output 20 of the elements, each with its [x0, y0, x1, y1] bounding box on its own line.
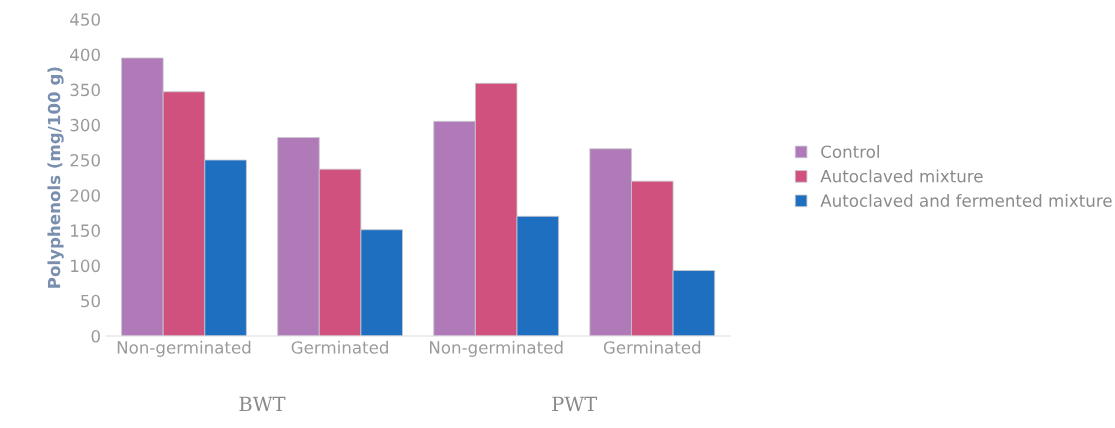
y-tick-label: 300: [70, 118, 100, 132]
legend-label: Autoclaved and fermented mixture: [820, 194, 1112, 207]
text: BWT: [239, 396, 286, 411]
y-tick-label: 250: [70, 153, 100, 167]
y-tick-label: 350: [70, 83, 100, 97]
legend-label: Control: [821, 145, 879, 158]
y-tick-label: 200: [70, 189, 100, 202]
text: PWT: [552, 396, 598, 411]
y-tick-label: 150: [71, 224, 100, 237]
legend-label: Autoclaved mixture: [820, 169, 983, 183]
y-tick-label: 50: [81, 294, 100, 308]
y-tick-label: 0: [91, 329, 100, 343]
y-tick-label: 450: [70, 13, 100, 26]
y-axis-title: Polyphenols (mg/100 g): [47, 67, 64, 288]
y-tick-label: 100: [71, 259, 100, 273]
x-tick-label: Germinated: [291, 340, 388, 354]
x-tick-label: Non-germinated: [117, 340, 251, 357]
x-tick-label: Germinated: [603, 340, 701, 354]
x-tick-label: Non-germinated: [429, 340, 563, 357]
y-tick-label: 400: [70, 48, 100, 62]
